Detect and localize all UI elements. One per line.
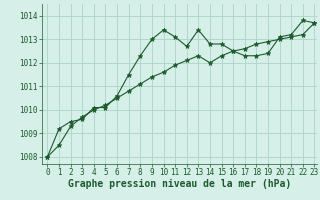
X-axis label: Graphe pression niveau de la mer (hPa): Graphe pression niveau de la mer (hPa) bbox=[68, 179, 291, 189]
